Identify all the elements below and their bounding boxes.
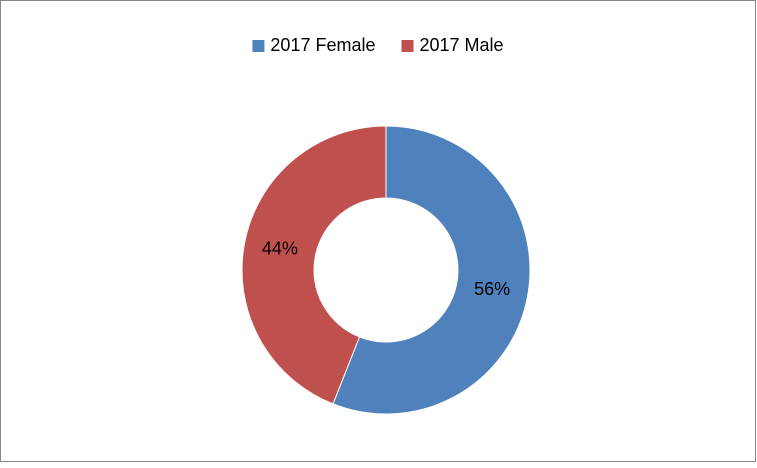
- data-label: 44%: [262, 239, 298, 259]
- legend-swatch: [252, 40, 265, 52]
- donut-slice: [241, 125, 387, 405]
- legend-label: 2017 Female: [270, 35, 375, 55]
- data-label: 56%: [474, 279, 510, 299]
- legend-swatch: [401, 40, 414, 52]
- legend-label: 2017 Male: [420, 35, 504, 55]
- donut-slice: [332, 125, 531, 415]
